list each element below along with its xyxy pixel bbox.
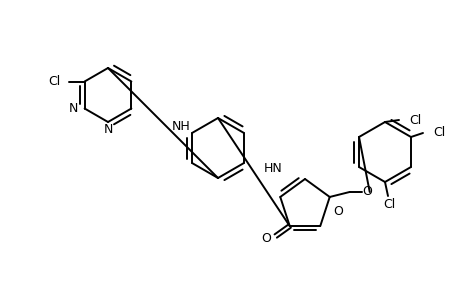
- Text: O: O: [260, 232, 270, 244]
- Text: N: N: [69, 102, 78, 115]
- Text: Cl: Cl: [432, 125, 444, 139]
- Text: HN: HN: [263, 161, 282, 175]
- Text: O: O: [332, 205, 342, 218]
- Text: Cl: Cl: [382, 199, 394, 212]
- Text: N: N: [103, 122, 112, 136]
- Text: NH: NH: [172, 119, 190, 133]
- Text: O: O: [361, 185, 371, 199]
- Text: Cl: Cl: [408, 113, 420, 127]
- Text: Cl: Cl: [48, 75, 61, 88]
